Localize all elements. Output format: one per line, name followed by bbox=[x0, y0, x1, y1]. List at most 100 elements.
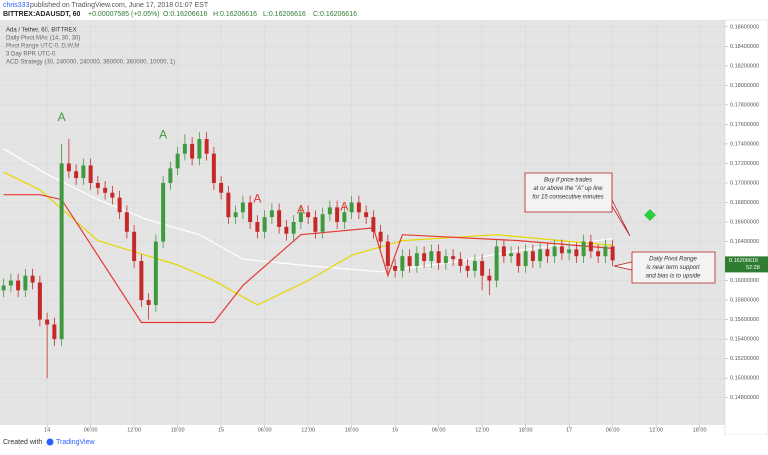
y-tick-label: 0.16000000 bbox=[730, 278, 759, 284]
candle-body bbox=[451, 256, 456, 260]
candle-body bbox=[603, 246, 608, 257]
candle-body bbox=[30, 275, 35, 283]
x-tick-label: 17 bbox=[566, 427, 572, 433]
candle-body bbox=[385, 241, 390, 266]
candle-body bbox=[59, 163, 64, 340]
change: +0.00007585 (+0.05%) bbox=[88, 11, 160, 18]
candle-body bbox=[530, 251, 535, 262]
candle-body bbox=[581, 241, 586, 257]
signal-label: A bbox=[58, 110, 66, 124]
candle-body bbox=[8, 280, 13, 286]
candle-body bbox=[422, 253, 427, 262]
legend-entry: Ada / Tether, 60, BITTREX bbox=[6, 28, 77, 34]
candle-body bbox=[588, 241, 593, 252]
candle-body bbox=[320, 214, 325, 232]
y-tick-label: 0.18200000 bbox=[730, 63, 759, 69]
candle-body bbox=[175, 153, 180, 169]
signal-label: A bbox=[159, 127, 167, 141]
candle-body bbox=[538, 249, 543, 262]
candle-body bbox=[81, 165, 86, 179]
candle-body bbox=[23, 275, 28, 291]
candle-body bbox=[342, 212, 347, 223]
x-tick-label: 18:00 bbox=[345, 427, 359, 433]
candle-body bbox=[52, 324, 57, 340]
candle-body bbox=[211, 153, 216, 183]
ohlc-value: L:0.16206616 bbox=[263, 11, 306, 18]
candle-body bbox=[487, 275, 492, 281]
candle-body bbox=[480, 261, 485, 276]
candle-body bbox=[400, 256, 405, 271]
footer-created: Created with bbox=[3, 439, 42, 446]
y-tick-label: 0.15000000 bbox=[730, 376, 759, 382]
x-tick-label: 18:00 bbox=[171, 427, 185, 433]
candle-body bbox=[240, 202, 245, 213]
candle-body bbox=[349, 202, 354, 213]
y-tick-label: 0.15200000 bbox=[730, 356, 759, 362]
candle-body bbox=[182, 143, 187, 154]
callout-1 bbox=[524, 172, 631, 237]
y-tick-label: 0.18600000 bbox=[730, 24, 759, 30]
price-label: 0.16206616 bbox=[729, 258, 758, 264]
candle-body bbox=[139, 261, 144, 301]
candle-body bbox=[552, 246, 557, 257]
candle-body bbox=[117, 197, 122, 213]
candle-body bbox=[364, 212, 369, 218]
ohlc-value: H:0.16206616 bbox=[213, 11, 257, 18]
candle-body bbox=[153, 241, 158, 305]
candle-body bbox=[66, 163, 71, 172]
x-tick-label: 06:00 bbox=[258, 427, 272, 433]
candle-body bbox=[494, 246, 499, 281]
candle-body bbox=[124, 212, 129, 232]
candle-body bbox=[190, 143, 195, 159]
candle-body bbox=[472, 261, 477, 271]
x-tick-label: 15 bbox=[218, 427, 224, 433]
candle-body bbox=[16, 280, 21, 291]
plot-area bbox=[0, 20, 725, 425]
y-tick-label: 0.17800000 bbox=[730, 102, 759, 108]
x-tick-label: 12:00 bbox=[301, 427, 315, 433]
symbol: BITTREX:ADAUSDT, 60 bbox=[3, 11, 81, 18]
candle-body bbox=[335, 207, 340, 223]
candle-body bbox=[356, 202, 361, 213]
y-tick-label: 0.15600000 bbox=[730, 317, 759, 323]
candle-body bbox=[523, 251, 528, 266]
candle-body bbox=[429, 251, 434, 262]
footer-brand[interactable]: TradingView bbox=[56, 439, 95, 446]
y-tick-label: 0.18000000 bbox=[730, 83, 759, 89]
y-tick-label: 0.16400000 bbox=[730, 239, 759, 245]
diamond-marker bbox=[644, 209, 656, 221]
indicator-line bbox=[3, 194, 613, 324]
callout-2 bbox=[613, 251, 716, 284]
candle-body bbox=[291, 222, 296, 234]
candle-body bbox=[567, 249, 572, 254]
candle-body bbox=[269, 210, 274, 218]
annotation-text: for 15 consecutive minutes bbox=[532, 195, 603, 201]
candle-body bbox=[443, 256, 448, 263]
candle-body bbox=[516, 253, 521, 266]
candle-body bbox=[197, 139, 202, 159]
candle-body bbox=[559, 246, 564, 254]
candle-body bbox=[574, 249, 579, 257]
candle-body bbox=[168, 168, 173, 183]
x-tick-label: 12:00 bbox=[475, 427, 489, 433]
candle-body bbox=[161, 182, 166, 242]
y-tick-label: 0.17000000 bbox=[730, 180, 759, 186]
ohlc-value: O:0.16206616 bbox=[163, 11, 207, 18]
candle-body bbox=[407, 256, 412, 266]
candle-body bbox=[277, 210, 282, 227]
x-tick-label: 06:00 bbox=[606, 427, 620, 433]
publisher: chris333 bbox=[3, 2, 30, 9]
annotation-text: is near term support bbox=[646, 265, 700, 271]
y-tick-label: 0.16600000 bbox=[730, 219, 759, 225]
candle-body bbox=[596, 251, 601, 257]
candle-body bbox=[306, 212, 311, 218]
x-tick-label: 14 bbox=[44, 427, 50, 433]
y-tick-label: 0.17600000 bbox=[730, 122, 759, 128]
candle-body bbox=[545, 249, 550, 257]
candle-body bbox=[458, 259, 463, 266]
ohlc-value: C:0.16206616 bbox=[313, 11, 357, 18]
y-tick-label: 0.16800000 bbox=[730, 200, 759, 206]
published-text: published on TradingView.com, June 17, 2… bbox=[30, 2, 209, 9]
candle-body bbox=[255, 222, 260, 232]
candle-body bbox=[509, 253, 514, 257]
